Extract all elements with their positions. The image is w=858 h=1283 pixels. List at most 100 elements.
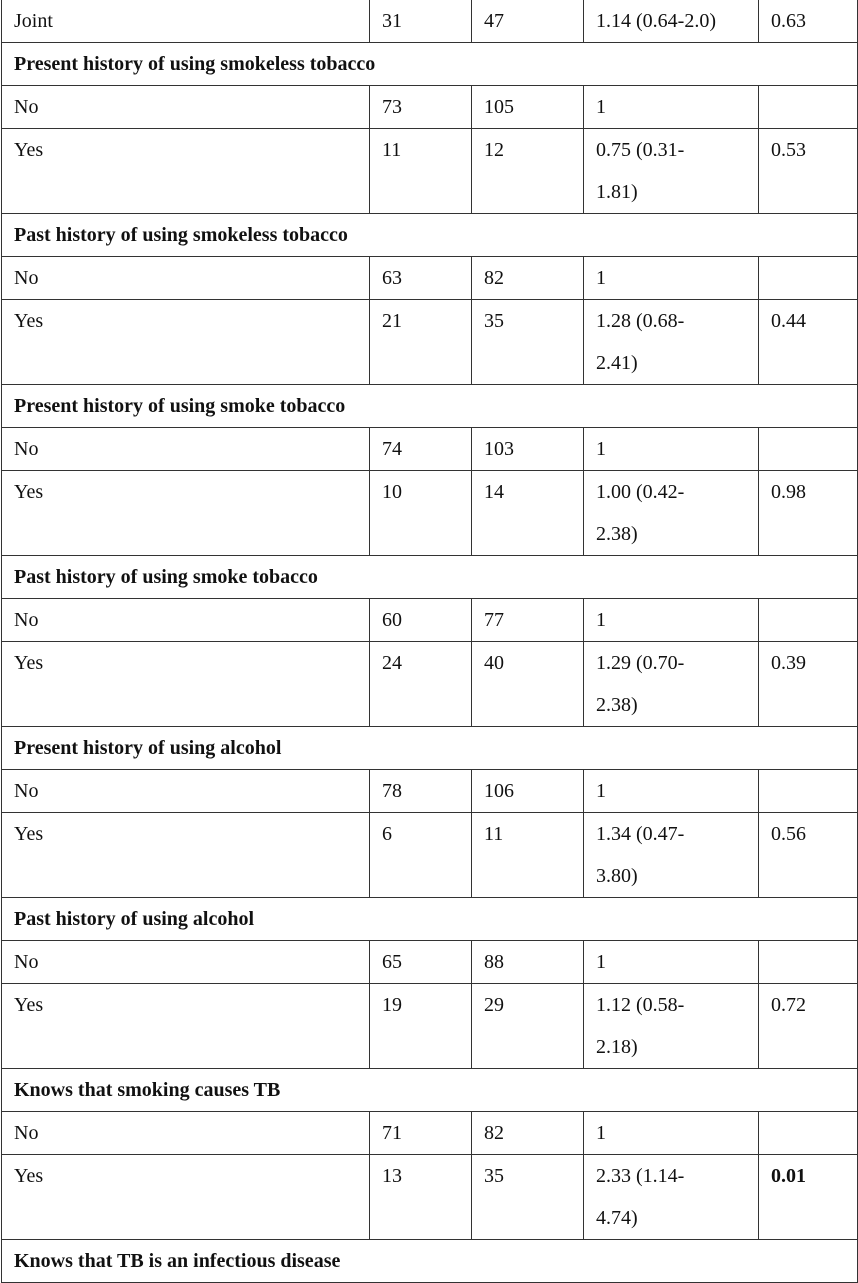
cell-text: 1 [596,780,606,802]
table-cell: 0.01 [758,1154,858,1240]
table-cell: No [1,256,370,300]
table-cell: No [1,598,370,642]
table-cell: 82 [471,256,584,300]
table-row: Past history of using smokeless tobacco [1,213,858,257]
table-cell: 0.44 [758,299,858,385]
table-cell: 0.39 [758,641,858,727]
table-row: Present history of using smoke tobacco [1,384,858,428]
table-row: Yes 11 12 0.75 (0.31-1.81) 0.53 [1,128,858,214]
table-cell [758,769,858,813]
table-row: Present history of using alcohol [1,726,858,770]
table-cell: 47 [471,0,584,43]
table-cell: 35 [471,1154,584,1240]
table-row: No 65 88 1 [1,940,858,984]
table-cell: No [1,940,370,984]
table-row: Yes 10 14 1.00 (0.42-2.38) 0.98 [1,470,858,556]
table-cell [758,1111,858,1155]
table-cell: 74 [369,427,472,471]
cell-text: 1.12 (0.58-2.18) [596,994,685,1058]
cell-text: 1 [596,951,606,973]
table-cell: Yes [1,812,370,898]
table-cell: 6 [369,812,472,898]
table-cell: 65 [369,940,472,984]
table-cell: 0.63 [758,0,858,43]
table-cell: 105 [471,85,584,129]
table-row: Past history of using alcohol [1,897,858,941]
table-cell: Yes [1,983,370,1069]
table-cell: 1 [583,769,759,813]
table-cell [758,256,858,300]
table-cell: 1 [583,427,759,471]
table-cell: 24 [369,641,472,727]
table-cell: No [1,85,370,129]
table-row: Yes 13 35 2.33 (1.14-4.74) 0.01 [1,1154,858,1240]
table-cell: 11 [471,812,584,898]
table-cell: 77 [471,598,584,642]
table-cell: No [1,769,370,813]
table-cell: 0.98 [758,470,858,556]
cell-text: 1.29 (0.70-2.38) [596,652,685,716]
table-cell: 0.53 [758,128,858,214]
table-row: Present history of using smokeless tobac… [1,42,858,86]
table-row: No 74 103 1 [1,427,858,471]
table-row: Joint 31 47 1.14 (0.64-2.0) 0.63 [1,0,858,43]
table-cell: 29 [471,983,584,1069]
table-cell: No [1,427,370,471]
table-cell: 1 [583,940,759,984]
table-cell: 1 [583,598,759,642]
table-cell: 0.56 [758,812,858,898]
table-cell: 10 [369,470,472,556]
table-cell: 78 [369,769,472,813]
table-cell: 13 [369,1154,472,1240]
table-cell: 71 [369,1111,472,1155]
table-row: No 71 82 1 [1,1111,858,1155]
table-row: No 73 105 1 [1,85,858,129]
table-cell: Yes [1,641,370,727]
table-cell: 35 [471,299,584,385]
table-cell: 19 [369,983,472,1069]
cell-text: 1 [596,609,606,631]
table-cell [758,85,858,129]
table-cell [758,427,858,471]
table-cell: 82 [471,1111,584,1155]
table-row: No 78 106 1 [1,769,858,813]
table-cell: 88 [471,940,584,984]
table-cell: 1.28 (0.68-2.41) [583,299,759,385]
table-cell: 106 [471,769,584,813]
section-header: Past history of using smokeless tobacco [1,213,858,257]
table-cell: 73 [369,85,472,129]
cell-text: 1 [596,96,606,118]
table-cell: 40 [471,641,584,727]
section-header: Past history of using smoke tobacco [1,555,858,599]
table-cell: 1.34 (0.47-3.80) [583,812,759,898]
table-cell: 103 [471,427,584,471]
table-cell: Yes [1,299,370,385]
table-cell: 12 [471,128,584,214]
table-row: Knows that smoking causes TB [1,1068,858,1112]
table-cell: 2.33 (1.14-4.74) [583,1154,759,1240]
table-row: Past history of using smoke tobacco [1,555,858,599]
cell-text: 1 [596,1122,606,1144]
table-cell: 1.12 (0.58-2.18) [583,983,759,1069]
table-cell: 14 [471,470,584,556]
section-header: Knows that smoking causes TB [1,1068,858,1112]
table-cell: 1 [583,1111,759,1155]
section-header: Present history of using alcohol [1,726,858,770]
table-cell: Joint [1,0,370,43]
table-cell: 31 [369,0,472,43]
table-row: No 63 82 1 [1,256,858,300]
cell-text: 1.28 (0.68-2.41) [596,310,685,374]
table-cell: 21 [369,299,472,385]
table-cell: 1 [583,85,759,129]
table-row: Yes 21 35 1.28 (0.68-2.41) 0.44 [1,299,858,385]
cell-text: 1 [596,267,606,289]
table-cell: 0.75 (0.31-1.81) [583,128,759,214]
table-cell: 11 [369,128,472,214]
table-cell: 60 [369,598,472,642]
table-row: Yes 6 11 1.34 (0.47-3.80) 0.56 [1,812,858,898]
table-row: Yes 19 29 1.12 (0.58-2.18) 0.72 [1,983,858,1069]
cell-text: 1.00 (0.42-2.38) [596,481,685,545]
